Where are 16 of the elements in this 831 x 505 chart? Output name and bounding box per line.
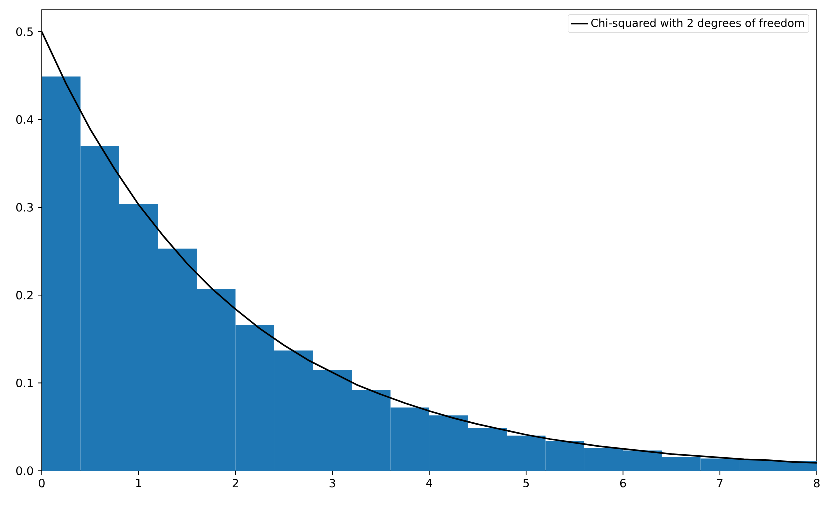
x-tick-label: 8	[814, 479, 820, 488]
x-tick-label: 1	[136, 479, 142, 488]
legend-label: Chi-squared with 2 degrees of freedom	[592, 18, 804, 30]
y-tick-label: 0.1	[16, 378, 33, 388]
y-tick-label: 0.5	[16, 28, 33, 36]
x-tick-label: 7	[717, 479, 723, 488]
y-tick-label: 0.2	[16, 291, 33, 300]
x-tick-label: 0	[39, 479, 45, 488]
x-tick-label: 4	[426, 479, 432, 488]
y-tick-label: 0.3	[16, 203, 34, 212]
y-tick-label: 0.4	[16, 115, 34, 124]
x-tick-label: 6	[620, 479, 626, 488]
x-tick-label: 5	[524, 479, 530, 488]
x-tick-label: 2	[232, 479, 238, 488]
x-tick-label: 3	[330, 479, 336, 488]
y-tick-label: 0.0	[16, 466, 34, 476]
